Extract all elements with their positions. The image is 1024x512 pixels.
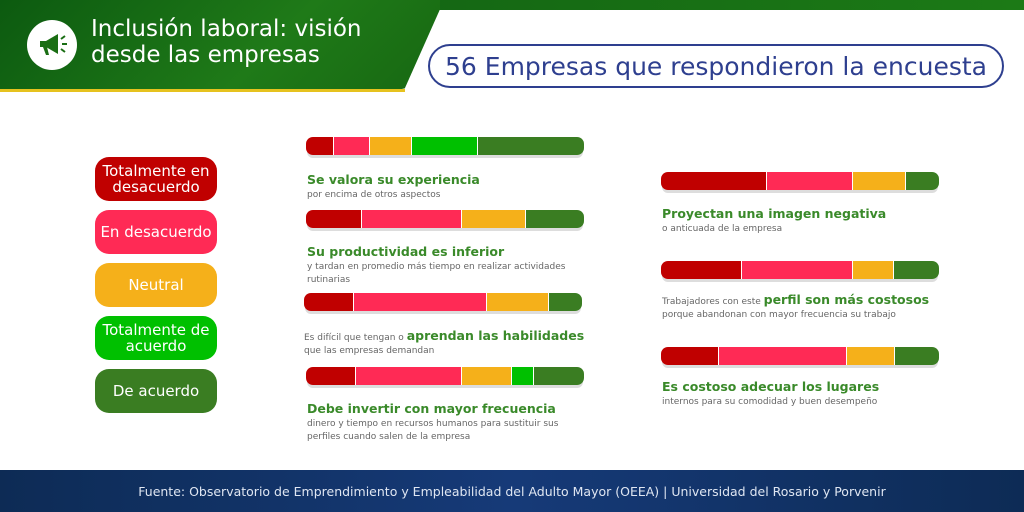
caption-subtext: o anticuada de la empresa [662,224,783,234]
caption-highlight: perfil son más costosos [763,292,930,307]
caption-subtext: internos para su comodidad y buen desemp… [662,397,878,407]
caption-prefix: Es difícil que tengan o [304,333,407,343]
legend-item: Totalmente en desacuerdo [95,157,217,201]
caption-subtext: por encima de otros aspectos [307,190,441,200]
bar-segment-0 [306,137,334,155]
stacked-bar [661,347,939,365]
bar-segment-0 [661,261,742,279]
bar-caption: Trabajadores con este perfil son más cos… [662,293,952,322]
bar-caption: Es costoso adecuar los lugares internos p… [662,380,952,409]
caption-highlight: Su productividad es inferior [307,244,505,259]
bar-segment-4 [548,293,582,311]
caption-subtext: que las empresas demandan [304,346,435,356]
legend-item: De acuerdo [95,369,217,413]
caption-highlight: Proyectan una imagen negativa [662,206,887,221]
stacked-bar [661,261,939,279]
caption-prefix: Trabajadores con este [662,297,764,307]
caption-subtext: porque abandonan con mayor frecuencia su… [662,310,896,320]
bar-segment-4 [894,261,939,279]
bar-segment-0 [304,293,355,311]
caption-highlight: Debe invertir con mayor frecuencia [307,401,556,416]
page-title: Inclusión laboral: visión desde las empr… [91,16,362,68]
stacked-bar [306,210,584,228]
bar-segment-1 [361,210,462,228]
caption-subtext: y tardan en promedio más tiempo en reali… [307,262,566,285]
title-line-1: Inclusión laboral: visión [91,16,362,42]
bar-segment-0 [661,172,767,190]
stacked-bar [661,172,939,190]
bar-segment-1 [356,367,462,385]
bar-segment-4 [478,137,584,155]
bar-segment-0 [661,347,720,365]
stacked-bar [304,293,582,311]
bar-segment-4 [894,347,939,365]
bar-segment-4 [525,210,584,228]
title-line-2: desde las empresas [91,42,320,68]
legend-item: Neutral [95,263,217,307]
caption-highlight: Es costoso adecuar los lugares [662,379,880,394]
stacked-bar [306,137,584,155]
bar-segment-1 [719,347,848,365]
bar-segment-2 [487,293,549,311]
bar-segment-2 [461,367,512,385]
respondents-count: 56 Empresas que respondieron la encuesta [428,44,1004,88]
bar-caption: Se valora su experiencia por encima de ot… [307,173,597,202]
bar-segment-1 [766,172,853,190]
caption-highlight: aprendan las habilidades [406,328,585,343]
legend-item: En desacuerdo [95,210,217,254]
bar-caption: Su productividad es inferior y tardan en … [307,245,597,287]
bar-segment-2 [369,137,412,155]
bar-segment-2 [852,261,895,279]
bar-segment-2 [852,172,906,190]
bar-segment-3 [411,137,479,155]
top-band [0,0,1024,10]
bar-segment-0 [306,210,362,228]
bar-segment-4 [905,172,939,190]
bar-segment-4 [533,367,584,385]
bar-segment-2 [847,347,895,365]
bar-caption: Proyectan una imagen negativa o anticuada… [662,207,952,236]
bar-segment-1 [354,293,488,311]
legend-item: Totalmente de acuerdo [95,316,217,360]
bar-segment-2 [461,210,526,228]
bar-caption: Es difícil que tengan o aprendan las hab… [304,329,594,358]
bar-segment-0 [306,367,357,385]
caption-highlight: Se valora su experiencia [307,172,480,187]
bar-segment-3 [511,367,534,385]
bar-caption: Debe invertir con mayor frecuencia dinero… [307,402,567,444]
header-accent-line [0,89,405,92]
caption-subtext: dinero y tiempo en recursos humanos para… [307,419,559,442]
stacked-bar [306,367,584,385]
megaphone-icon [27,20,77,70]
bar-segment-1 [741,261,853,279]
source-footer: Fuente: Observatorio de Emprendimiento y… [0,470,1024,512]
bar-segment-1 [333,137,370,155]
